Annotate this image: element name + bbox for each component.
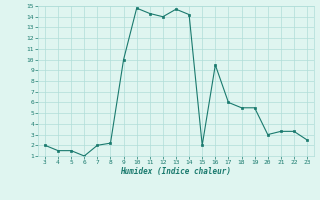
X-axis label: Humidex (Indice chaleur): Humidex (Indice chaleur) — [121, 167, 231, 176]
